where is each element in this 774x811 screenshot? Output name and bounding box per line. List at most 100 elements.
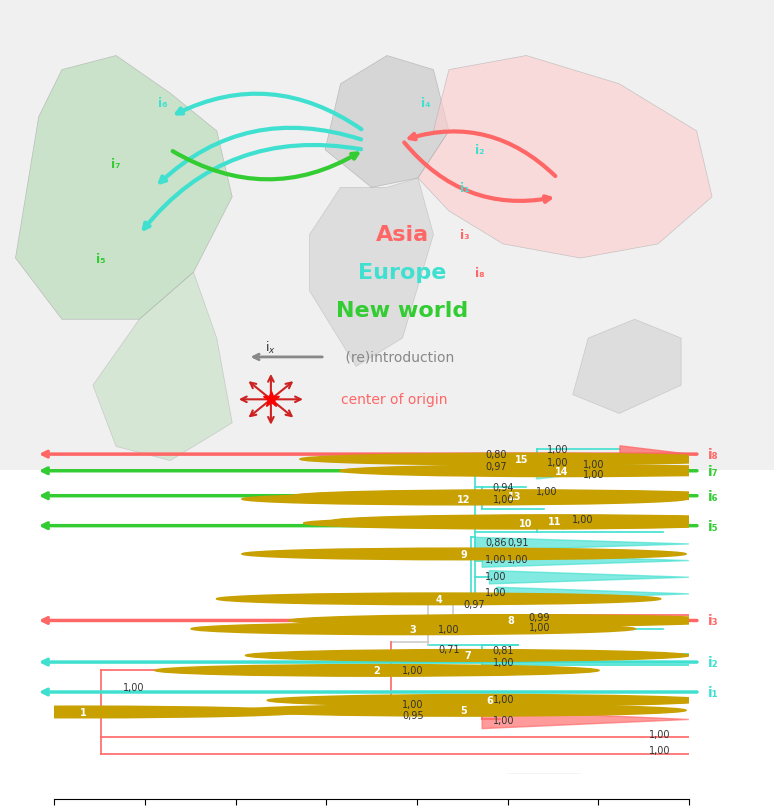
Polygon shape [536, 454, 646, 479]
Polygon shape [562, 517, 598, 530]
Text: 0,95: 0,95 [402, 710, 423, 720]
Text: 0,97: 0,97 [464, 599, 485, 609]
Text: 1,00: 1,00 [649, 729, 670, 739]
Text: Asia: Asia [376, 225, 429, 245]
Text: i₈: i₈ [708, 448, 718, 461]
Text: 1,00: 1,00 [507, 554, 529, 564]
Text: 1,00: 1,00 [492, 657, 514, 667]
Text: 10: 10 [519, 518, 533, 529]
Circle shape [340, 466, 774, 477]
Text: i₃: i₃ [460, 229, 469, 242]
Text: i₄: i₄ [421, 97, 430, 110]
Text: 0,99: 0,99 [529, 612, 550, 622]
Text: i₇: i₇ [708, 464, 718, 478]
Text: 0,81: 0,81 [492, 646, 514, 655]
Text: 1,00: 1,00 [547, 444, 568, 454]
Circle shape [303, 517, 748, 530]
Polygon shape [418, 57, 712, 259]
Polygon shape [620, 446, 689, 463]
Text: 1,00: 1,00 [536, 486, 557, 496]
Text: 9: 9 [461, 549, 467, 560]
Text: 14: 14 [555, 466, 569, 476]
Text: 8: 8 [508, 616, 515, 626]
Text: i$_x$: i$_x$ [265, 339, 276, 355]
Circle shape [293, 491, 737, 502]
Text: 0,94: 0,94 [492, 483, 514, 493]
Text: 11: 11 [548, 516, 561, 526]
Polygon shape [482, 710, 689, 729]
Text: (re)introduction: (re)introduction [341, 350, 454, 364]
Circle shape [241, 548, 686, 560]
Circle shape [217, 594, 661, 605]
Circle shape [241, 705, 686, 716]
Text: 1,00: 1,00 [572, 514, 594, 525]
Circle shape [333, 515, 774, 527]
Polygon shape [475, 538, 689, 551]
Text: i₆: i₆ [158, 97, 167, 110]
Text: i₈: i₈ [475, 266, 485, 279]
Text: i₃: i₃ [708, 614, 718, 628]
Polygon shape [497, 587, 689, 601]
Text: 12: 12 [457, 495, 471, 504]
Text: 1,00: 1,00 [485, 571, 507, 581]
Polygon shape [573, 320, 681, 414]
Text: i₇: i₇ [111, 158, 121, 171]
Text: 1,00: 1,00 [485, 554, 507, 564]
Text: 0,86: 0,86 [485, 538, 507, 547]
Text: 1,00: 1,00 [584, 460, 604, 470]
Text: Europe: Europe [358, 263, 447, 283]
Text: i₂: i₂ [708, 655, 718, 669]
Text: 1,00: 1,00 [529, 622, 550, 633]
Circle shape [245, 650, 690, 662]
Text: 1,00: 1,00 [492, 495, 514, 504]
Polygon shape [93, 272, 232, 461]
Text: 1,00: 1,00 [402, 699, 423, 709]
Text: 1,00: 1,00 [547, 458, 568, 468]
Circle shape [0, 706, 305, 718]
Text: 1,00: 1,00 [438, 624, 460, 634]
Text: 1,00: 1,00 [649, 745, 670, 755]
Text: i₆: i₆ [708, 489, 718, 503]
Text: 6: 6 [486, 696, 493, 706]
Circle shape [155, 665, 599, 676]
Circle shape [267, 695, 711, 706]
Circle shape [191, 623, 635, 635]
Polygon shape [482, 554, 689, 568]
Text: 4: 4 [435, 594, 442, 604]
Text: 0,91: 0,91 [507, 538, 529, 547]
Text: 13: 13 [508, 491, 522, 501]
Text: 5: 5 [461, 706, 467, 715]
Text: 1,00: 1,00 [402, 666, 423, 676]
Circle shape [241, 494, 686, 505]
Text: 1,00: 1,00 [584, 470, 604, 479]
Text: i₅: i₅ [96, 252, 105, 265]
Circle shape [289, 615, 733, 627]
Polygon shape [15, 57, 232, 320]
Text: 7: 7 [464, 650, 471, 661]
Text: 0,97: 0,97 [485, 461, 507, 471]
Text: 15: 15 [515, 454, 529, 465]
Text: 0,71: 0,71 [438, 644, 460, 654]
Polygon shape [573, 466, 663, 476]
Text: i₁: i₁ [460, 182, 469, 195]
Text: 20.0: 20.0 [532, 780, 557, 790]
Text: i₂: i₂ [475, 144, 485, 157]
Circle shape [300, 453, 744, 466]
Text: 1,00: 1,00 [485, 587, 507, 598]
Text: 0,80: 0,80 [485, 449, 507, 460]
Text: 1,00: 1,00 [492, 694, 514, 704]
Text: 3: 3 [410, 624, 416, 634]
Text: i₁: i₁ [708, 685, 718, 699]
Polygon shape [489, 571, 689, 584]
Text: center of origin: center of origin [341, 393, 447, 407]
Text: i₅: i₅ [708, 519, 718, 533]
Text: 1,00: 1,00 [122, 682, 144, 692]
Text: 2: 2 [374, 666, 380, 676]
Polygon shape [310, 178, 433, 367]
Polygon shape [325, 57, 449, 188]
Polygon shape [500, 696, 689, 709]
Text: 1: 1 [80, 707, 87, 717]
Text: 1,00: 1,00 [492, 715, 514, 725]
Polygon shape [536, 622, 591, 633]
Text: New world: New world [337, 300, 468, 320]
